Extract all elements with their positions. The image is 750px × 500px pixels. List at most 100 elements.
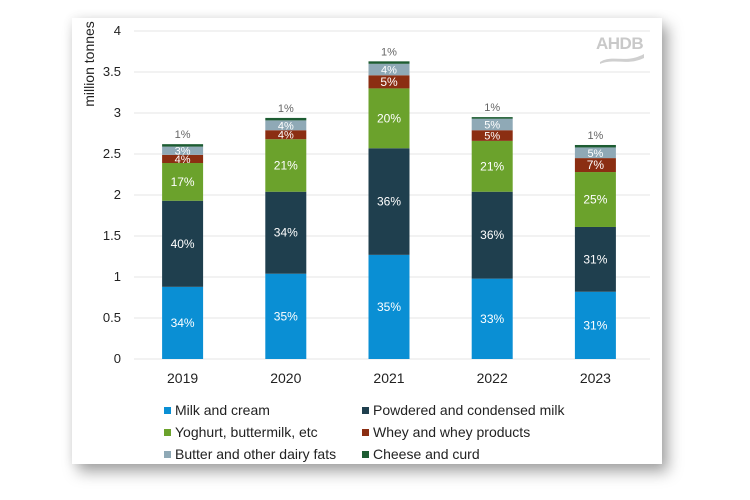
- ahdb-logo: AHDB: [596, 34, 644, 53]
- data-label: 5%: [587, 148, 603, 160]
- bar-stack-2019: 34% 40% 17% 4%3% 1%: [162, 129, 204, 359]
- data-label: 4%: [175, 154, 191, 166]
- legend-swatch: [362, 428, 369, 436]
- bar-segment: [265, 273, 307, 359]
- legend-item: Yoghurt, buttermilk, etc: [164, 424, 318, 440]
- bar-segment: [574, 144, 616, 148]
- legend-item: Whey and whey products: [362, 424, 530, 440]
- bar-segment: [265, 117, 307, 121]
- y-tick-label: 2: [114, 187, 121, 202]
- y-tick-label: 0.5: [103, 310, 121, 325]
- bar-stack-2020: 35% 34% 21% 4%4% 1%: [265, 103, 307, 359]
- x-tick-label: 2022: [477, 370, 508, 386]
- bar-segment: [574, 172, 616, 227]
- data-label: 1%: [587, 130, 603, 142]
- x-tick-label: 2023: [580, 370, 611, 386]
- bar-segment: [471, 191, 513, 279]
- data-label: 40%: [171, 237, 195, 251]
- y-tick-label: 3: [114, 105, 121, 120]
- legend-label: Cheese and curd: [373, 446, 480, 462]
- data-label: 35%: [377, 300, 401, 314]
- bar-segment: [471, 278, 513, 359]
- data-label: 33%: [480, 312, 504, 326]
- y-axis-ticks: 0 0.5 1 1.5 2 2.5 3 3.5 4: [103, 23, 121, 366]
- legend-label: Yoghurt, buttermilk, etc: [175, 424, 318, 440]
- bar-segment: [471, 118, 513, 131]
- x-tick-label: 2021: [373, 370, 404, 386]
- bar-segment: [471, 117, 513, 119]
- x-axis-ticks: 2019 2020 2021 2022 2023: [167, 370, 611, 386]
- legend-label: Whey and whey products: [373, 424, 531, 440]
- legend-item: Butter and other dairy fats: [164, 446, 336, 462]
- legend-item: Powdered and condensed milk: [362, 402, 564, 418]
- data-label: 36%: [480, 228, 504, 242]
- y-tick-label: 1.5: [103, 228, 121, 243]
- data-label: 1%: [278, 103, 294, 115]
- bar-segment: [574, 291, 616, 359]
- bar-segment: [265, 191, 307, 274]
- data-label: 34%: [171, 316, 195, 330]
- bars: 34%40%17%4%3%1%35%34%21%4%4%1%35%36%20%5…: [162, 46, 616, 359]
- bar-stack-2022: 33% 36% 21% 5%5% 1%: [471, 102, 513, 359]
- bar-segment: [471, 130, 513, 141]
- bar-segment: [162, 144, 204, 147]
- data-label: 20%: [377, 111, 401, 125]
- legend-swatch: [164, 406, 171, 414]
- legend-label: Powdered and condensed milk: [373, 402, 565, 418]
- bar-segment: [162, 163, 204, 201]
- legend-item: Milk and cream: [164, 402, 270, 418]
- x-tick-label: 2020: [270, 370, 301, 386]
- data-label: 1%: [175, 129, 191, 141]
- bar-segment: [574, 226, 616, 292]
- data-label: 36%: [377, 195, 401, 209]
- data-label: 31%: [583, 318, 607, 332]
- data-label: 4%: [278, 130, 294, 142]
- data-label: 21%: [274, 158, 298, 172]
- bar-segment: [265, 130, 307, 140]
- y-axis-label: million tonnes: [81, 21, 97, 107]
- bar-stack-2023: 31% 31% 25% 7%5% 1%: [574, 130, 616, 359]
- y-tick-label: 2.5: [103, 146, 121, 161]
- data-label: 5%: [484, 119, 500, 131]
- bar-segment: [265, 120, 307, 131]
- data-label: 4%: [381, 65, 397, 77]
- bar-segment: [162, 146, 204, 155]
- y-tick-label: 4: [114, 23, 121, 38]
- bar-segment: [471, 140, 513, 192]
- data-label: 1%: [484, 102, 500, 114]
- data-label: 5%: [380, 75, 398, 89]
- data-label: 34%: [274, 226, 298, 240]
- bar-segment: [265, 139, 307, 192]
- data-label: 7%: [587, 158, 605, 172]
- bar-segment: [368, 61, 410, 64]
- y-tick-label: 1: [114, 269, 121, 284]
- data-label: 3%: [175, 146, 191, 158]
- bar-segment: [574, 147, 616, 159]
- bar-segment: [162, 154, 204, 164]
- bar-segment: [368, 75, 410, 89]
- legend-label: Milk and cream: [175, 402, 270, 418]
- legend-swatch: [362, 406, 369, 414]
- data-label: 1%: [381, 46, 397, 58]
- bar-stack-2021: 35% 36% 20% 5%4% 1%: [368, 46, 410, 359]
- data-label: 17%: [171, 175, 195, 189]
- data-label: 25%: [583, 193, 607, 207]
- bar-segment: [368, 254, 410, 359]
- legend-label: Butter and other dairy fats: [175, 446, 337, 462]
- bar-segment: [368, 148, 410, 255]
- y-tick-label: 0: [114, 351, 121, 366]
- bar-segment: [162, 286, 204, 359]
- bar-segment: [368, 63, 410, 76]
- data-label: 4%: [278, 120, 294, 132]
- legend-swatch: [362, 450, 369, 458]
- bar-segment: [162, 200, 204, 287]
- data-label: 5%: [484, 131, 500, 143]
- data-label: 21%: [480, 159, 504, 173]
- legend-item: Cheese and curd: [362, 446, 480, 462]
- legend-swatch: [164, 450, 171, 458]
- legend-swatch: [164, 428, 171, 436]
- data-label: 31%: [583, 252, 607, 266]
- bar-segment: [574, 158, 616, 173]
- bar-segment: [368, 88, 410, 149]
